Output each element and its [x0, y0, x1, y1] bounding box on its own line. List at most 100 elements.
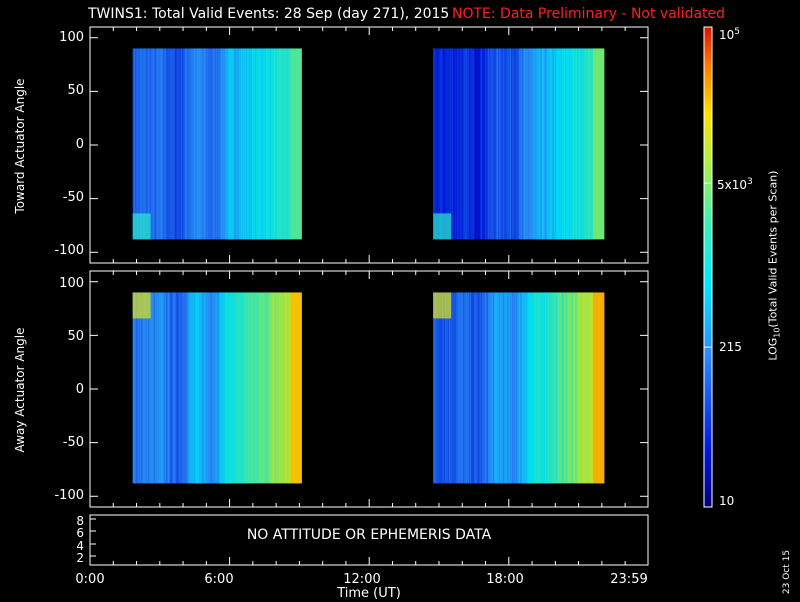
- heatmap-column: [590, 292, 592, 484]
- heatmap-column: [520, 48, 522, 240]
- heatmap-column: [588, 292, 590, 484]
- heatmap-column: [568, 48, 570, 240]
- heatmap-column: [549, 292, 551, 484]
- heatmap-column: [460, 292, 462, 484]
- colorbar-tick-max-text: 105: [719, 27, 741, 42]
- heatmap-column: [286, 292, 288, 484]
- heatmap-column: [519, 292, 521, 484]
- heatmap-column: [517, 48, 519, 240]
- heatmap-column: [457, 292, 459, 484]
- heatmap-column: [475, 292, 477, 484]
- heatmap-column: [269, 48, 271, 240]
- heatmap-column: [516, 48, 518, 240]
- heatmap-column: [557, 292, 559, 484]
- heatmap-column: [159, 48, 161, 240]
- heatmap-column: [290, 48, 292, 240]
- heatmap-column: [182, 292, 184, 484]
- heatmap-column: [292, 292, 294, 484]
- heatmap-column: [510, 48, 512, 240]
- heatmap-column: [181, 48, 183, 240]
- heatmap-column: [195, 48, 197, 240]
- colorbar-tick-max: 105: [719, 27, 740, 42]
- heatmap-column: [155, 292, 157, 484]
- heatmap-column: [214, 292, 216, 484]
- heatmap-column: [259, 292, 261, 484]
- heatmap-column: [179, 48, 181, 240]
- heatmap-column: [441, 292, 443, 484]
- heatmap-column: [573, 48, 575, 240]
- heatmap-column: [194, 292, 196, 484]
- heatmap-column: [140, 48, 142, 240]
- heatmap-column: [225, 48, 227, 240]
- heatmap-column: [521, 292, 523, 484]
- heatmap-column: [274, 292, 276, 484]
- heatmap-column: [135, 48, 137, 240]
- heatmap-column: [494, 48, 496, 240]
- heatmap-column: [187, 48, 189, 240]
- heatmap-column: [181, 292, 183, 484]
- heatmap-column: [224, 292, 226, 484]
- heatmap-column: [596, 48, 598, 240]
- heatmap-column: [485, 48, 487, 240]
- heatmap-column: [277, 48, 279, 240]
- heatmap-column: [475, 48, 477, 240]
- heatmap-column: [601, 48, 603, 240]
- toward-ytick: -50: [62, 190, 84, 205]
- heatmap-column: [207, 292, 209, 484]
- heatmap-column: [206, 292, 208, 484]
- heatmap-column: [224, 48, 226, 240]
- heatmap-column: [493, 292, 495, 484]
- heatmap-column: [182, 48, 184, 240]
- heatmap-column: [546, 48, 548, 240]
- heatmap-column: [219, 48, 221, 240]
- heatmap-column: [185, 292, 187, 484]
- heatmap-column: [448, 292, 450, 484]
- heatmap-column: [230, 48, 232, 240]
- toward-ylabel: Toward Actuator Angle: [13, 78, 27, 214]
- heatmap-column: [293, 292, 295, 484]
- heatmap-column: [270, 292, 272, 484]
- heatmap-column: [531, 292, 533, 484]
- heatmap-column: [542, 48, 544, 240]
- heatmap-column: [254, 292, 256, 484]
- heatmap-column: [212, 48, 214, 240]
- heatmap-column: [295, 48, 297, 240]
- heatmap-column: [502, 292, 504, 484]
- heatmap-column: [444, 48, 446, 240]
- heatmap-column: [165, 292, 167, 484]
- heatmap-column: [146, 292, 148, 484]
- heatmap-column: [186, 48, 188, 240]
- heatmap-column: [180, 292, 182, 484]
- heatmap-column: [451, 48, 453, 240]
- heatmap-column: [468, 292, 470, 484]
- axis-ticks: [89, 27, 648, 565]
- heatmap-column: [264, 48, 266, 240]
- heatmap-column: [470, 292, 472, 484]
- heatmap-column: [603, 292, 605, 484]
- heatmap-column: [463, 48, 465, 240]
- heatmap-column: [223, 292, 225, 484]
- heatmap-column: [192, 48, 194, 240]
- heatmap-column: [201, 48, 203, 240]
- heatmap-column: [161, 292, 163, 484]
- heatmap-column: [449, 292, 451, 484]
- heatmap-column: [178, 48, 180, 240]
- heatmap-column: [198, 48, 200, 240]
- heatmap-column: [447, 48, 449, 240]
- heatmap-column: [502, 48, 504, 240]
- heatmap-column: [240, 292, 242, 484]
- heatmap-column: [262, 48, 264, 240]
- heatmap-column: [496, 292, 498, 484]
- heatmap-column: [250, 292, 252, 484]
- heatmap-column: [582, 292, 584, 484]
- heatmap-column: [217, 292, 219, 484]
- heatmap-column: [461, 292, 463, 484]
- heatmap-column: [512, 48, 514, 240]
- heatmap-column: [247, 292, 249, 484]
- heatmap-column: [538, 48, 540, 240]
- heatmap-column: [602, 48, 604, 240]
- heatmap-column: [464, 48, 466, 240]
- heatmap-column: [255, 292, 257, 484]
- heatmap-column: [451, 292, 453, 484]
- heatmap-column: [596, 292, 598, 484]
